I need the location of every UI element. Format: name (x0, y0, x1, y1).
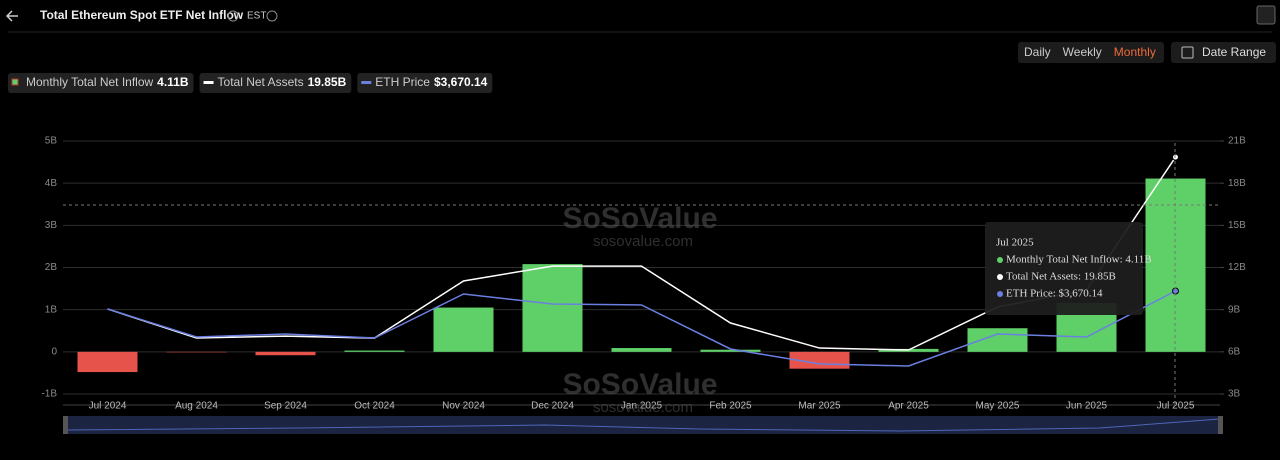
y-tick-label: -1B (41, 389, 57, 400)
share-button[interactable] (1256, 5, 1276, 25)
y-tick-label: 3B (45, 220, 58, 231)
bar (166, 351, 227, 353)
legend-item: Monthly Total Net Inflow 4.11B (8, 73, 194, 93)
date-range-button[interactable] (1171, 42, 1276, 63)
bar (344, 350, 405, 352)
legend-name: Total Net Assets (218, 75, 304, 89)
y-tick-label: 4B (45, 178, 58, 189)
legend-chip (357, 73, 493, 93)
info-icon[interactable] (227, 10, 239, 22)
tooltip-title: Jul 2025 (996, 237, 1034, 249)
bar (700, 349, 761, 352)
legend-chip (8, 73, 194, 93)
bar (967, 328, 1028, 352)
tooltip-row: Total Net Assets: 19.85B (1006, 271, 1116, 283)
x-tick-label: Mar 2025 (798, 401, 841, 412)
bar (255, 351, 316, 356)
tooltip-row: Monthly Total Net Inflow: 4.11B (1006, 254, 1152, 266)
x-tick-label: Aug 2024 (175, 401, 218, 412)
legend-value: 19.85B (308, 75, 347, 89)
tooltip-row: ETH Price: $3,670.14 (1006, 288, 1103, 300)
y2-tick-label: 3B (1228, 389, 1241, 400)
y-tick-label: 5B (45, 136, 58, 147)
navigator-handle[interactable] (63, 416, 68, 434)
legend-item: Total Net Assets 19.85B (199, 73, 352, 93)
date-range-label: Date Range (1202, 45, 1266, 59)
y2-tick-label: 12B (1228, 262, 1246, 273)
legend-swatch (203, 81, 214, 84)
tooltip-dot (997, 291, 1003, 297)
navigator-handle[interactable] (1218, 416, 1223, 434)
period-button[interactable]: Daily (1024, 45, 1051, 59)
line (107, 290, 1176, 367)
tooltip-dot (997, 257, 1003, 263)
y2-tick-label: 18B (1228, 178, 1246, 189)
period-switch (1018, 42, 1164, 63)
legend-value: $3,670.14 (434, 75, 488, 89)
x-tick-label: Jun 2025 (1066, 401, 1108, 412)
y2-tick-label: 15B (1228, 220, 1246, 231)
legend-item: ETH Price $3,670.14 (357, 73, 493, 93)
legend-name: Monthly Total Net Inflow (26, 75, 154, 89)
back-button[interactable] (5, 10, 18, 22)
y2-tick-label: 21B (1228, 136, 1246, 147)
period-button[interactable]: Weekly (1063, 45, 1102, 59)
navigator[interactable] (63, 416, 1223, 434)
x-tick-label: Sep 2024 (264, 401, 307, 412)
legend-chip (199, 73, 352, 93)
watermark: SoSoValue (562, 202, 717, 235)
x-tick-label: Dec 2024 (531, 401, 574, 412)
x-tick-label: May 2025 (976, 401, 1020, 412)
x-tick-label: Oct 2024 (354, 401, 395, 412)
bar (77, 351, 138, 373)
legend-swatch (11, 78, 19, 86)
tooltip-box (985, 222, 1143, 315)
x-tick-label: Nov 2024 (442, 401, 485, 412)
y-tick-label: 2B (45, 262, 58, 273)
x-tick-label: Feb 2025 (709, 401, 752, 412)
y-tick-label: 1B (45, 304, 58, 315)
x-tick-label: Jan 2025 (621, 401, 663, 412)
y2-tick-label: 9B (1228, 304, 1241, 315)
watermark-url: sosovalue.com (593, 233, 693, 250)
legend-name: ETH Price (375, 75, 430, 89)
info-icon[interactable] (266, 10, 278, 22)
bar (433, 307, 494, 352)
period-button[interactable]: Monthly (1114, 45, 1156, 59)
legend-value: 4.11B (157, 75, 189, 89)
navigator-line (65, 418, 1221, 432)
watermark-url: sosovalue.com (593, 399, 693, 416)
page-title: Total Ethereum Spot ETF Net Inflow (40, 8, 244, 22)
x-tick-label: Jul 2024 (89, 401, 127, 412)
bar (611, 348, 672, 352)
x-tick-label: Jul 2025 (1157, 401, 1195, 412)
y-tick-label: 0 (51, 346, 57, 357)
x-tick-label: Apr 2025 (888, 401, 929, 412)
y2-tick-label: 6B (1228, 346, 1241, 357)
legend-swatch (361, 81, 372, 84)
bar (522, 264, 583, 352)
calendar-icon (1181, 46, 1194, 59)
tooltip-dot (997, 274, 1003, 280)
timezone: EST (247, 11, 266, 22)
watermark: SoSoValue (562, 368, 717, 401)
